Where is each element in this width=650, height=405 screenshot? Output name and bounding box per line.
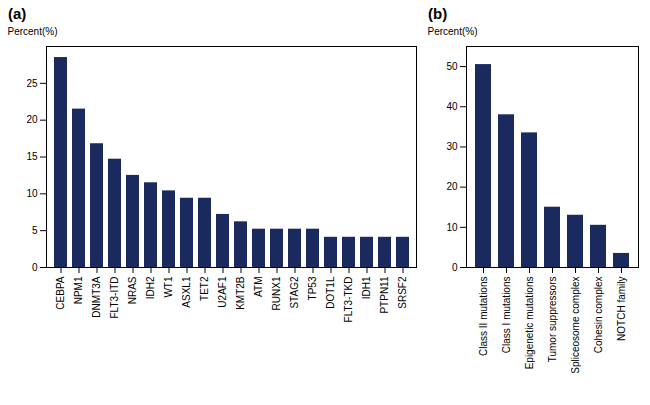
- svg-text:25: 25: [26, 78, 38, 89]
- html-text:(b): (b): [428, 5, 448, 22]
- svg-text:STAG2: STAG2: [289, 276, 300, 308]
- svg-text:20: 20: [26, 114, 38, 125]
- svg-text:TP53: TP53: [307, 276, 318, 300]
- svg-text:Spliceosome complex: Spliceosome complex: [570, 277, 581, 374]
- svg-text:0: 0: [452, 262, 458, 273]
- svg-text:U2AF1: U2AF1: [217, 276, 228, 308]
- svg-text:5: 5: [32, 225, 38, 236]
- svg-text:ATM: ATM: [253, 277, 264, 297]
- svg-text:20: 20: [446, 181, 458, 192]
- svg-text:DOT1L: DOT1L: [325, 276, 336, 309]
- svg-text:NOTCH family: NOTCH family: [616, 277, 627, 341]
- svg-text:Percent(%): Percent(%): [428, 26, 478, 37]
- svg-text:15: 15: [26, 151, 38, 162]
- svg-text:Percent(%): Percent(%): [8, 26, 58, 37]
- svg-text:SRSF2: SRSF2: [397, 276, 408, 309]
- svg-text:KMT2B: KMT2B: [235, 276, 246, 310]
- svg-text:CEBPA: CEBPA: [55, 276, 66, 309]
- svg-text:FLT3-ITD: FLT3-ITD: [109, 277, 120, 319]
- svg-text:40: 40: [446, 101, 458, 112]
- svg-text:TET2: TET2: [199, 276, 210, 301]
- svg-text:DNMT3A: DNMT3A: [91, 276, 102, 317]
- svg-text:Cohesin complex: Cohesin complex: [593, 277, 604, 354]
- svg-text:ASXL1: ASXL1: [181, 276, 192, 308]
- svg-text:RUNX1: RUNX1: [271, 276, 282, 310]
- svg-text:10: 10: [26, 188, 38, 199]
- svg-text:Class II mutations: Class II mutations: [478, 277, 489, 356]
- svg-text:NPM1: NPM1: [73, 276, 84, 304]
- svg-text:Tumor suppressors: Tumor suppressors: [547, 277, 558, 363]
- html-text:(a): (a): [8, 5, 27, 22]
- svg-text:PTPN11: PTPN11: [379, 276, 390, 313]
- svg-text:10: 10: [446, 222, 458, 233]
- svg-text:0: 0: [32, 262, 38, 273]
- svg-text:NRAS: NRAS: [127, 276, 138, 304]
- svg-text:30: 30: [446, 141, 458, 152]
- svg-text:50: 50: [446, 61, 458, 72]
- svg-text:WT1: WT1: [163, 276, 174, 298]
- svg-text:Class I mutations: Class I mutations: [501, 277, 512, 354]
- svg-text:Epigenetic mutations: Epigenetic mutations: [524, 277, 535, 370]
- svg-text:IDH1: IDH1: [361, 276, 372, 299]
- svg-text:FLT3-TKD: FLT3-TKD: [343, 277, 354, 323]
- svg-text:IDH2: IDH2: [145, 276, 156, 299]
